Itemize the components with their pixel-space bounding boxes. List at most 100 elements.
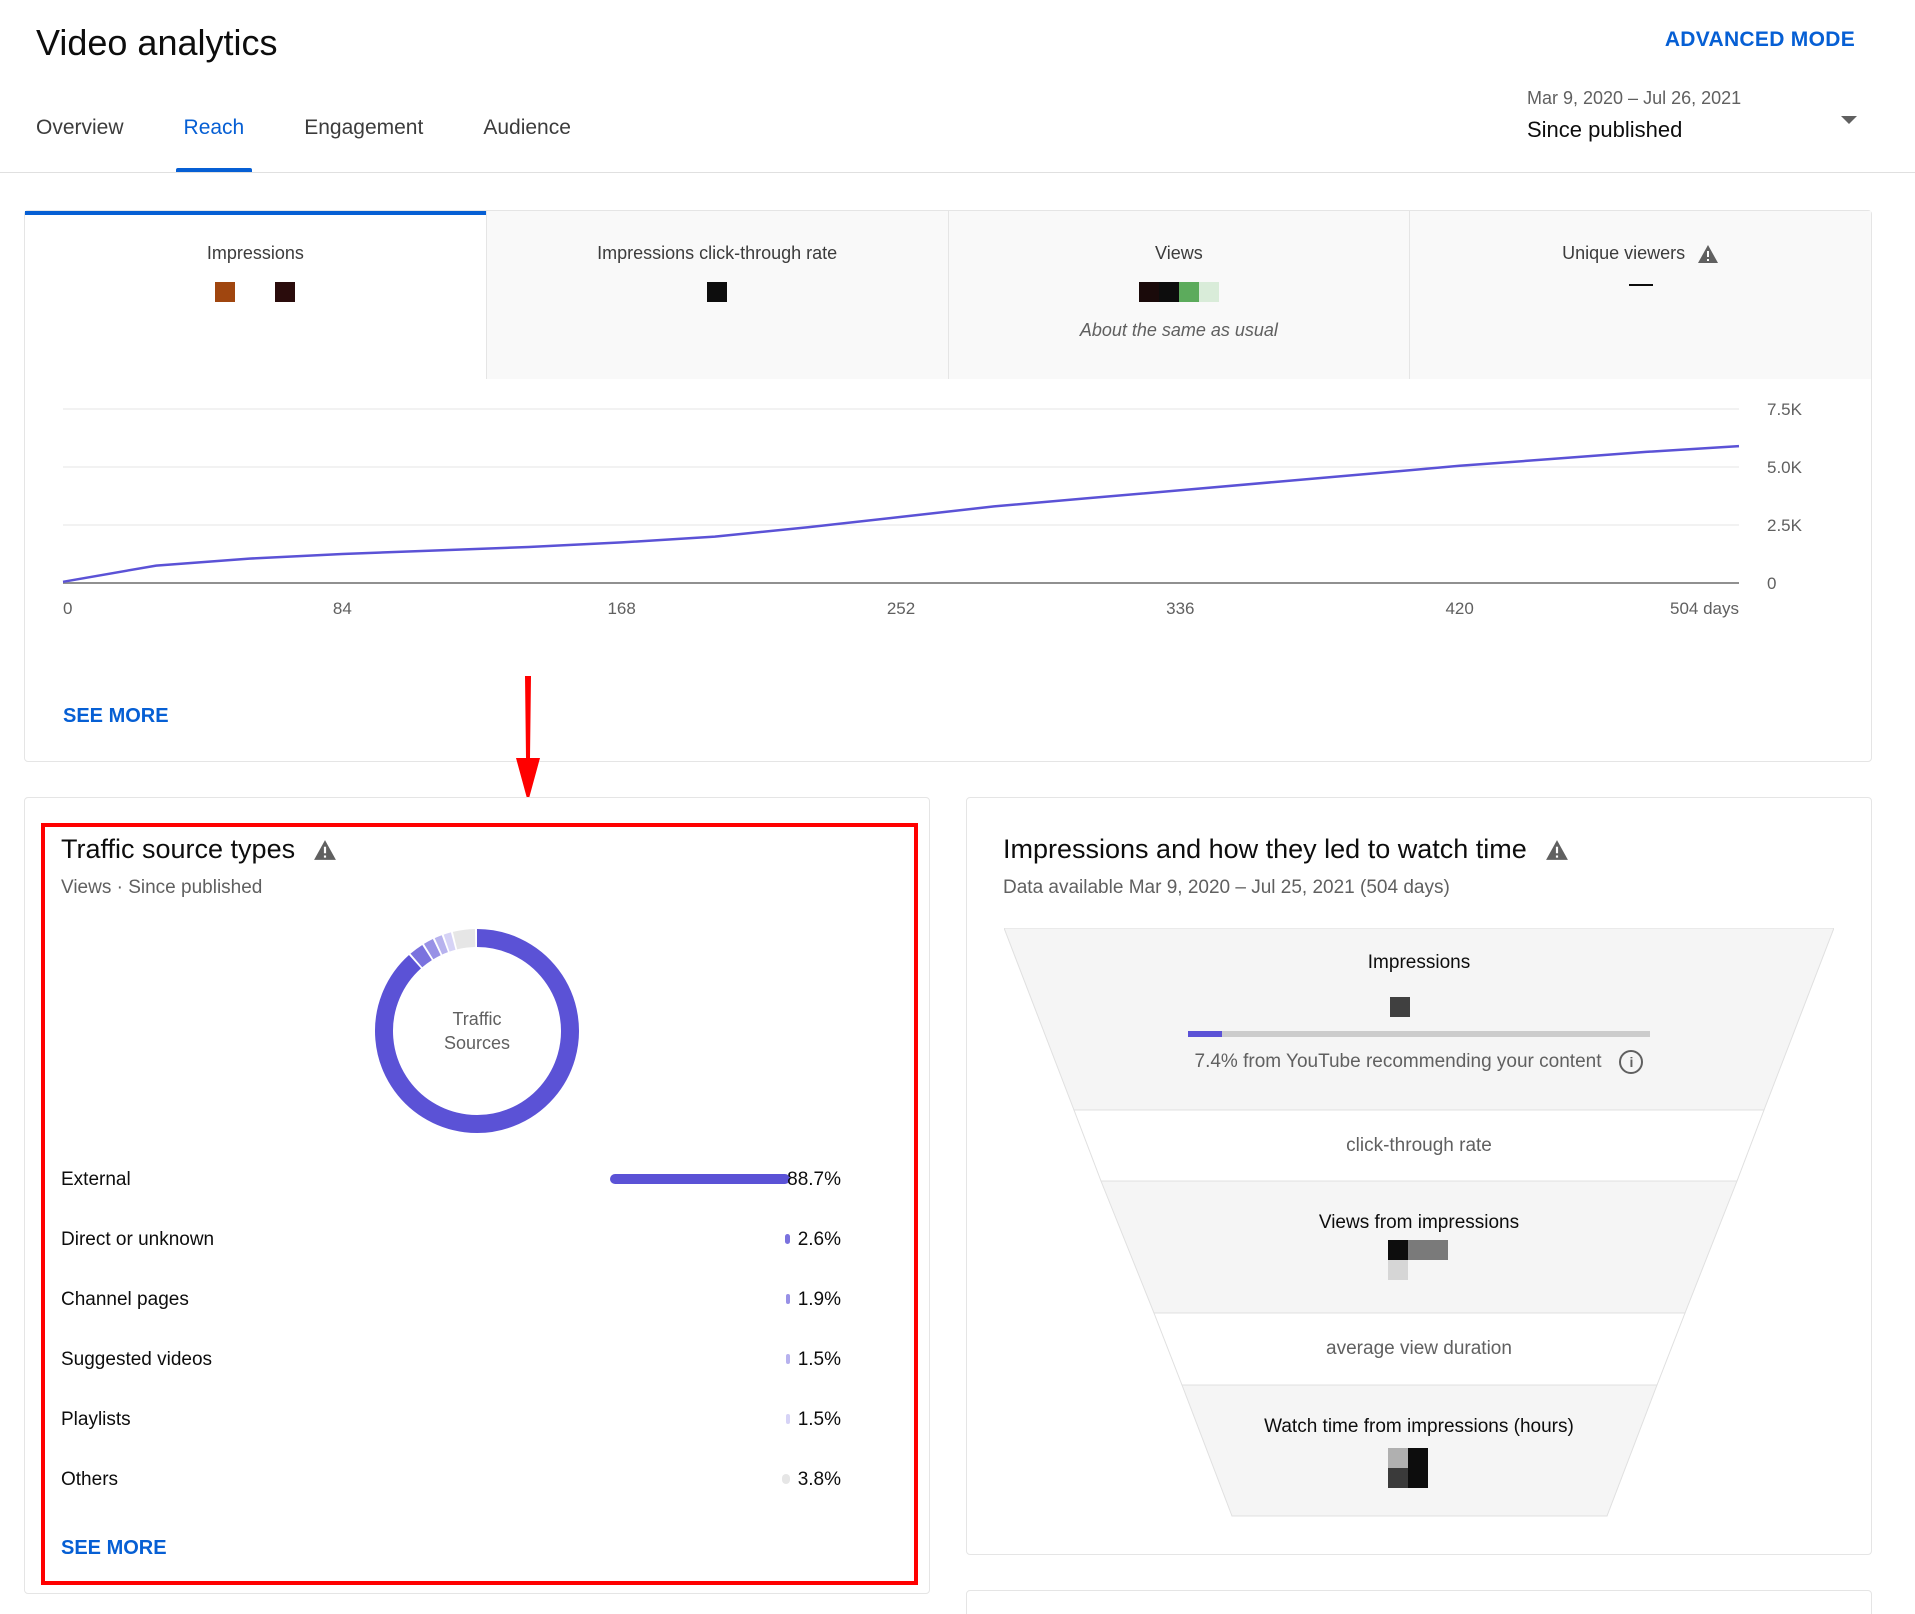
source-bar bbox=[784, 1234, 790, 1244]
recommend-note-row: 7.4% from YouTube recommending your cont… bbox=[1004, 1050, 1834, 1074]
x-tick-label: 420 bbox=[1445, 599, 1473, 618]
traffic-source-subtitle: Views · Since published bbox=[61, 877, 263, 898]
date-range-label: Since published bbox=[1527, 117, 1683, 142]
funnel-views-label: Views from impressions bbox=[1318, 1212, 1520, 1233]
redacted-value bbox=[1388, 1240, 1448, 1280]
info-icon[interactable]: i bbox=[1619, 1050, 1644, 1074]
source-bar-track bbox=[605, 1414, 790, 1424]
red-arrow-annotation bbox=[516, 676, 540, 802]
source-name: Channel pages bbox=[61, 1289, 189, 1310]
source-bar-track bbox=[605, 1294, 790, 1304]
funnel-title: Impressions and how they led to watch ti… bbox=[1003, 834, 1527, 864]
donut-slice bbox=[410, 944, 433, 968]
y-tick-label: 2.5K bbox=[1767, 516, 1803, 535]
x-tick-label: 336 bbox=[1166, 599, 1194, 618]
see-more-traffic-button[interactable]: SEE MORE bbox=[61, 1537, 167, 1559]
source-name: Direct or unknown bbox=[61, 1229, 215, 1250]
funnel-watch-label: Watch time from impressions (hours) bbox=[1264, 1416, 1574, 1437]
see-more-reach-button[interactable]: SEE MORE bbox=[63, 705, 169, 727]
metric-label: Views bbox=[1155, 243, 1203, 263]
list-item[interactable]: Channel pages 1.9% bbox=[61, 1270, 891, 1330]
warning-icon[interactable] bbox=[1697, 244, 1719, 264]
donut-slice bbox=[423, 939, 441, 960]
source-bar-track bbox=[605, 1474, 790, 1484]
source-bar-track bbox=[605, 1174, 790, 1184]
source-bar bbox=[782, 1474, 790, 1484]
donut-center-line: Traffic bbox=[452, 1009, 502, 1029]
source-name: Others bbox=[61, 1469, 119, 1490]
donut-slice bbox=[452, 929, 476, 950]
donut-center-line: Sources bbox=[443, 1033, 511, 1053]
metric-tab-impressions[interactable]: Impressions bbox=[25, 211, 487, 379]
next-card-stub bbox=[966, 1590, 1872, 1614]
recommend-bar-track bbox=[1188, 1031, 1650, 1037]
source-percent: 2.6% bbox=[797, 1229, 841, 1250]
funnel-header: Impressions and how they led to watch ti… bbox=[1003, 834, 1569, 899]
x-tick-label: 504 days bbox=[1670, 599, 1739, 618]
red-highlight-box-annotation bbox=[41, 823, 918, 1585]
source-percent: 1.9% bbox=[797, 1289, 841, 1310]
traffic-source-list: External 88.7% Direct or unknown 2.6% Ch… bbox=[61, 1150, 891, 1510]
redacted-value bbox=[25, 282, 486, 302]
traffic-source-title: Traffic source types bbox=[61, 834, 296, 864]
source-bar-track bbox=[605, 1354, 790, 1364]
caret-down-icon bbox=[1841, 116, 1857, 124]
x-tick-label: 84 bbox=[333, 599, 352, 618]
card-title-row: Impressions and how they led to watch ti… bbox=[1003, 834, 1569, 865]
advanced-mode-button[interactable]: ADVANCED MODE bbox=[1664, 28, 1855, 51]
donut-slice bbox=[443, 932, 456, 952]
source-name: External bbox=[61, 1169, 131, 1190]
source-bar bbox=[786, 1414, 790, 1424]
y-tick-label: 5.0K bbox=[1767, 458, 1803, 477]
source-bar bbox=[786, 1354, 790, 1364]
redacted-value bbox=[1388, 1448, 1428, 1488]
tab-engagement[interactable]: Engagement bbox=[304, 116, 424, 139]
metric-tab-unique-viewers[interactable]: Unique viewers bbox=[1410, 211, 1871, 379]
funnel-impressions-label: Impressions bbox=[1367, 952, 1471, 973]
tab-reach[interactable]: Reach bbox=[168, 116, 261, 172]
source-name: Suggested videos bbox=[61, 1349, 213, 1370]
warning-icon[interactable] bbox=[1545, 839, 1569, 861]
x-tick-label: 252 bbox=[887, 599, 915, 618]
recommend-bar-fill bbox=[1188, 1031, 1223, 1037]
metric-tabs: Impressions Impressions click-through ra… bbox=[25, 211, 1871, 379]
tab-overview[interactable]: Overview bbox=[36, 116, 124, 139]
x-tick-label: 0 bbox=[63, 599, 72, 618]
source-percent: 1.5% bbox=[797, 1409, 841, 1430]
source-percent: 3.8% bbox=[797, 1469, 841, 1490]
metric-label-wrap: Unique viewers bbox=[1562, 243, 1719, 264]
recommend-note: 7.4% from YouTube recommending your cont… bbox=[1194, 1051, 1602, 1073]
series-line bbox=[62, 444, 1740, 584]
metric-tab-ctr[interactable]: Impressions click-through rate bbox=[486, 211, 949, 379]
date-range-text: Mar 9, 2020 – Jul 26, 2021 bbox=[1527, 88, 1742, 108]
traffic-source-header: Traffic source types Views · Since publi… bbox=[61, 834, 337, 899]
warning-icon[interactable] bbox=[313, 839, 337, 861]
tab-audience[interactable]: Audience bbox=[483, 116, 571, 139]
y-tick-label: 0 bbox=[1767, 574, 1776, 593]
funnel-subtitle: Data available Mar 9, 2020 – Jul 25, 202… bbox=[1003, 877, 1450, 898]
list-item[interactable]: Direct or unknown 2.6% bbox=[61, 1210, 891, 1270]
list-item[interactable]: External 88.7% bbox=[61, 1150, 891, 1210]
source-bar bbox=[786, 1294, 790, 1304]
impressions-line-chart: 0 2.5K 5.0K 7.5K 0 84 168 252 336 420 504 days bbox=[62, 400, 1803, 618]
metric-label: Impressions click-through rate bbox=[597, 243, 838, 263]
list-item[interactable]: Suggested videos 1.5% bbox=[61, 1330, 891, 1390]
date-range-dropdown[interactable]: Mar 9, 2020 – Jul 26, 2021 Since publish… bbox=[1527, 88, 1857, 143]
source-percent: 1.5% bbox=[797, 1349, 841, 1370]
list-item[interactable]: Playlists 1.5% bbox=[61, 1390, 891, 1450]
donut-slice bbox=[434, 935, 449, 955]
list-item[interactable]: Others 3.8% bbox=[61, 1450, 891, 1510]
redacted-value bbox=[1390, 997, 1410, 1017]
funnel-avd-label: average view duration bbox=[1326, 1338, 1512, 1359]
source-name: Playlists bbox=[61, 1409, 131, 1430]
x-tick-label: 168 bbox=[607, 599, 635, 618]
metric-label: Unique viewers bbox=[1562, 243, 1686, 263]
page-title: Video analytics bbox=[36, 22, 278, 63]
redacted-value bbox=[487, 282, 948, 302]
donut-center-label: Traffic Sources bbox=[372, 926, 582, 1136]
source-bar-track bbox=[605, 1234, 790, 1244]
funnel-ctr-label: click-through rate bbox=[1346, 1135, 1492, 1156]
metric-note: About the same as usual bbox=[1079, 320, 1278, 340]
metric-tab-views[interactable]: Views About the same as usual bbox=[948, 211, 1411, 379]
card-title-row: Traffic source types bbox=[61, 834, 337, 865]
